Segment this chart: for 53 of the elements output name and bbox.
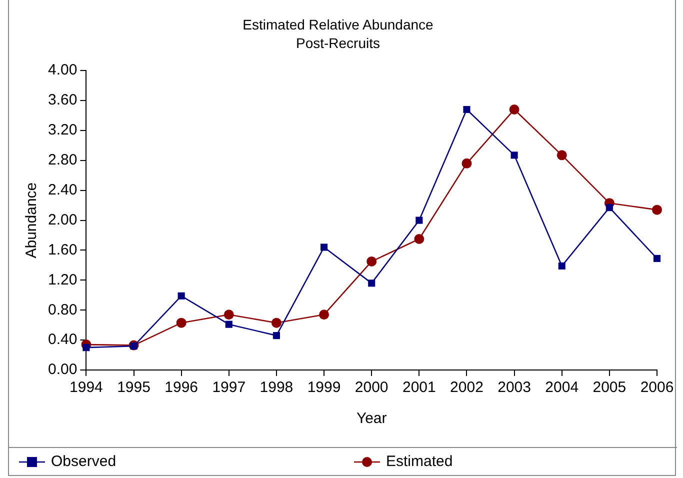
point: [82, 344, 90, 352]
y-tick-label: 3.60: [48, 92, 78, 109]
x-tick-label: 2002: [450, 379, 484, 396]
point: [558, 262, 566, 270]
y-tick-label: 2.80: [48, 152, 78, 169]
x-tick-label: 1999: [307, 379, 341, 396]
x-tick-label: 1997: [212, 379, 246, 396]
point: [509, 104, 520, 115]
y-tick-label: 1.20: [48, 271, 78, 288]
point: [510, 152, 518, 159]
point: [652, 204, 662, 215]
point: [368, 280, 376, 287]
point: [366, 256, 377, 266]
point: [416, 216, 423, 224]
point: [414, 234, 424, 244]
y-tick-label: 3.20: [48, 122, 78, 139]
point: [463, 106, 470, 114]
y-tick-label: 0.00: [48, 361, 78, 378]
x-tick-label: 2000: [354, 379, 388, 396]
x-tick-label: 1996: [164, 379, 198, 396]
x-tick-label: 2001: [402, 379, 436, 396]
x-tick-label: 2006: [640, 379, 674, 396]
point: [178, 292, 185, 300]
y-tick-label: 4.00: [48, 62, 78, 79]
point: [462, 158, 472, 168]
y-tick-label: 2.00: [48, 211, 78, 228]
point: [271, 318, 282, 328]
point: [319, 310, 330, 320]
x-tick-label: 1998: [260, 379, 294, 396]
chart-title: Estimated Relative Abundance: [242, 16, 434, 32]
point: [653, 254, 661, 262]
x-tick-label: 2005: [592, 379, 626, 396]
y-axis-title: Abundance: [23, 182, 40, 258]
point: [320, 244, 328, 251]
y-tick-label: 0.80: [48, 301, 78, 318]
point: [176, 318, 186, 328]
legend-label: Observed: [51, 453, 116, 470]
x-tick-label: 2003: [498, 379, 531, 396]
chart-subtitle: Post-Recruits: [296, 35, 380, 52]
point: [130, 342, 138, 350]
legend-label: Estimated: [386, 453, 453, 470]
y-tick-label: 2.40: [48, 182, 78, 198]
x-tick-label: 1994: [70, 379, 103, 396]
point: [272, 332, 280, 340]
x-tick-label: 2004: [545, 379, 579, 396]
x-tick-label: 1995: [117, 379, 150, 396]
y-tick-label: 0.40: [48, 331, 78, 348]
point: [556, 150, 567, 160]
point: [225, 320, 232, 328]
y-tick-label: 1.60: [48, 241, 78, 258]
x-axis-title: Year: [356, 410, 387, 428]
point: [606, 204, 613, 212]
point: [224, 310, 234, 320]
